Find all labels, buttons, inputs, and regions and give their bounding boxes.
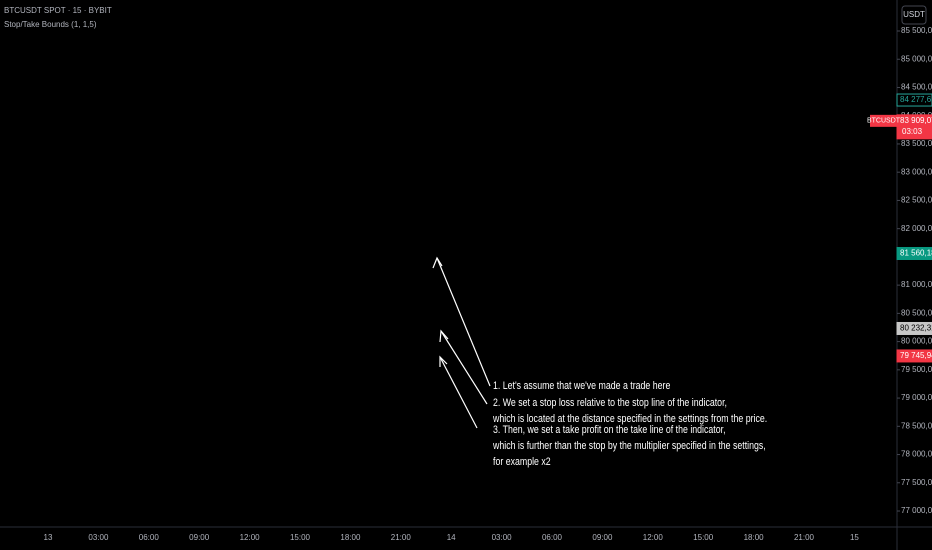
- y-tick-label: 77 000,00: [901, 506, 932, 515]
- x-tick-label: 03:00: [492, 533, 513, 542]
- y-tick-label: 80 000,00: [901, 337, 932, 346]
- y-tick-label: 81 000,00: [901, 280, 932, 289]
- y-tick-label: 85 500,00: [901, 26, 932, 35]
- y-tick-label: 84 500,00: [901, 83, 932, 92]
- price-label: 83 909,07: [900, 116, 932, 125]
- price-label-box: [896, 321, 932, 335]
- symbol-tag: BTCUSDT: [867, 118, 901, 125]
- price-label-box: [896, 93, 932, 107]
- x-tick-label: 06:00: [139, 533, 160, 542]
- y-tick-label: 85 000,00: [901, 54, 932, 63]
- price-label-box: [896, 349, 932, 363]
- arrows: [432, 256, 491, 429]
- x-tick-label: 14: [447, 533, 456, 542]
- y-tick-label: 83 000,00: [901, 167, 932, 176]
- chart-title: BTCUSDT SPOT · 15 · BYBIT: [4, 6, 112, 15]
- x-tick-label: 06:00: [542, 533, 563, 542]
- x-tick-label: 13: [44, 533, 53, 542]
- x-tick-label: 12:00: [240, 533, 261, 542]
- x-tick-label: 15:00: [290, 533, 311, 542]
- x-tick-label: 09:00: [592, 533, 613, 542]
- y-tick-label: 83 500,00: [901, 139, 932, 148]
- x-tick-label: 18:00: [340, 533, 361, 542]
- currency-button[interactable]: [901, 5, 927, 25]
- x-tick-label: 09:00: [189, 533, 210, 542]
- x-tick-label: 21:00: [794, 533, 815, 542]
- price-label: 81 560,18: [900, 249, 932, 258]
- annotation-line: for example x2: [493, 456, 551, 468]
- annotation-line: which is located at the distance specifi…: [492, 413, 767, 425]
- x-tick-label: 12:00: [643, 533, 664, 542]
- y-tick-label: 78 500,00: [901, 421, 932, 430]
- price-label: 84 277,65: [900, 95, 932, 104]
- x-tick-label: 15:00: [693, 533, 714, 542]
- y-tick-label: 82 500,00: [901, 196, 932, 205]
- price-label: 79 745,94: [900, 351, 932, 360]
- indicator-name: Stop/Take Bounds (1, 1,5): [4, 20, 97, 29]
- y-tick-label: 79 500,00: [901, 365, 932, 374]
- y-tick-label: 82 000,00: [901, 224, 932, 233]
- axes: 85 500,0085 000,0084 500,0084 000,0083 5…: [44, 26, 932, 542]
- y-tick-label: 77 500,00: [901, 478, 932, 487]
- annotation: 1. Let's assume that we've made a trade …: [492, 380, 767, 468]
- y-tick-label: 79 000,00: [901, 393, 932, 402]
- price-label: 80 232,31: [900, 324, 932, 333]
- annotation-line: 3. Then, we set a take profit on the tak…: [493, 424, 726, 436]
- countdown: 03:03: [902, 127, 923, 136]
- x-tick-label: 21:00: [391, 533, 412, 542]
- symbol-tag-box: [870, 114, 897, 127]
- annotation-line: 1. Let's assume that we've made a trade …: [493, 380, 671, 392]
- x-tick-label: 03:00: [88, 533, 109, 542]
- y-tick-label: 80 500,00: [901, 308, 932, 317]
- currency-label: USDT: [903, 10, 925, 19]
- price-label-box: [896, 246, 932, 260]
- x-tick-label: 15: [850, 533, 859, 542]
- annotation-line: which is further than the stop by the mu…: [492, 440, 766, 452]
- x-tick-label: 18:00: [744, 533, 765, 542]
- y-tick-label: 78 000,00: [901, 450, 932, 459]
- annotation-line: 2. We set a stop loss relative to the st…: [493, 397, 727, 409]
